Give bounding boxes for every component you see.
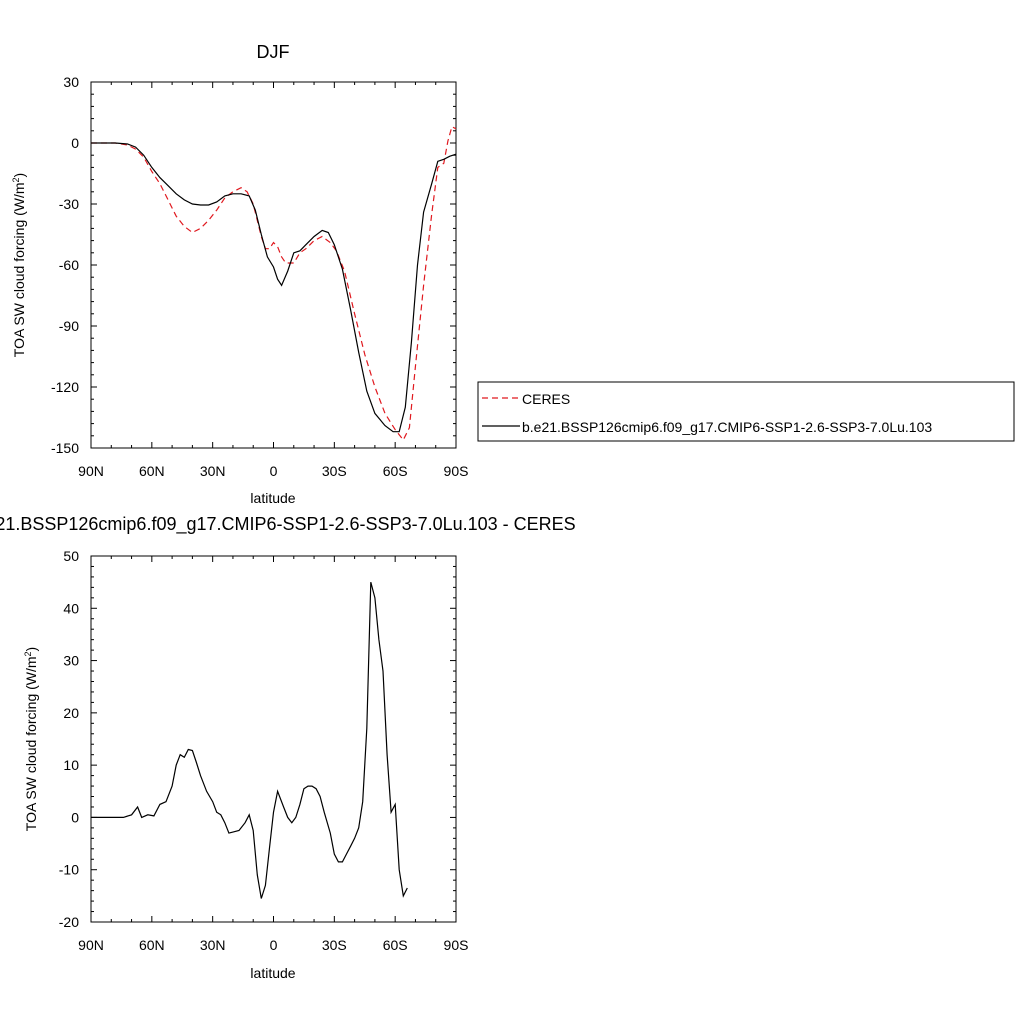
bottom-x-tick-label: 0 [270, 937, 278, 953]
bottom-y-axis-label: TOA SW cloud forcing (W/m2) [23, 647, 39, 831]
bottom-y-tick-label: 20 [63, 705, 79, 721]
bottom-x-tick-label: 30S [322, 937, 347, 953]
bottom-y-tick-label: 50 [63, 548, 79, 564]
top-y-tick-label: -30 [59, 196, 79, 212]
bottom-x-tick-label: 90S [444, 937, 469, 953]
top-panel: DJF 90N 60N 30N 0 30S 60S 90S -150 -120 -90 -60 -30… [11, 42, 1015, 506]
legend: CERES b.e21.BSSP126cmip6.f09_g17.CMIP6-S… [477, 381, 1015, 442]
bottom-x-tick-label: 30N [200, 937, 226, 953]
bottom-y-tick-label: 30 [63, 653, 79, 669]
bottom-panel: b.e21.BSSP126cmip6.f09_g17.CMIP6-SSP1-2.… [0, 514, 576, 981]
bottom-y-tick-label: -10 [59, 862, 79, 878]
top-series-line-0 [91, 125, 457, 442]
bottom-y-tick-label: 0 [71, 809, 79, 825]
bottom-x-axis-label: latitude [250, 965, 295, 981]
top-x-tick-label: 0 [270, 463, 278, 479]
top-y-tick-label: -120 [51, 379, 79, 395]
top-y-tick-label: 0 [71, 135, 79, 151]
top-x-tick-label: 60S [383, 463, 408, 479]
top-x-tick-label: 90N [78, 463, 104, 479]
top-plot-frame [90, 81, 457, 449]
top-y-tick-label: -60 [59, 257, 79, 273]
top-x-tick-label: 60N [139, 463, 165, 479]
top-x-tick-label: 30N [200, 463, 226, 479]
legend-box [477, 381, 1015, 442]
top-x-tick-label: 30S [322, 463, 347, 479]
legend-label-model: b.e21.BSSP126cmip6.f09_g17.CMIP6-SSP1-2.… [522, 419, 932, 435]
top-chart-title: DJF [257, 42, 290, 62]
top-y-tick-label: -150 [51, 440, 79, 456]
top-series-line-1 [91, 142, 457, 433]
top-y-tick-label: -90 [59, 318, 79, 334]
bottom-x-tick-label: 90N [78, 937, 104, 953]
top-x-axis-label: latitude [250, 490, 295, 506]
top-axis-ticks: 90N 60N 30N 0 30S 60S 90S -150 -120 -90 -60 -30 0 30 [51, 74, 468, 479]
bottom-y-tick-label: 40 [63, 600, 79, 616]
bottom-plot-lines [91, 581, 408, 899]
bottom-y-tick-label: 10 [63, 757, 79, 773]
top-y-axis-label: TOA SW cloud forcing (W/m2) [11, 173, 27, 357]
top-y-tick-label: 30 [63, 74, 79, 90]
legend-label-ceres: CERES [522, 391, 570, 407]
bottom-x-tick-label: 60S [383, 937, 408, 953]
bottom-axis-ticks: 90N 60N 30N 0 30S 60S 90S -20 -10 0 10 20 30 40 50 [59, 548, 469, 953]
bottom-chart-title: b.e21.BSSP126cmip6.f09_g17.CMIP6-SSP1-2.… [0, 514, 576, 535]
bottom-x-tick-label: 60N [139, 937, 165, 953]
bottom-plot-frame [90, 555, 457, 923]
bottom-y-tick-label: -20 [59, 914, 79, 930]
top-plot-lines [91, 125, 457, 442]
bottom-series-line-0 [91, 581, 408, 899]
top-x-tick-label: 90S [444, 463, 469, 479]
